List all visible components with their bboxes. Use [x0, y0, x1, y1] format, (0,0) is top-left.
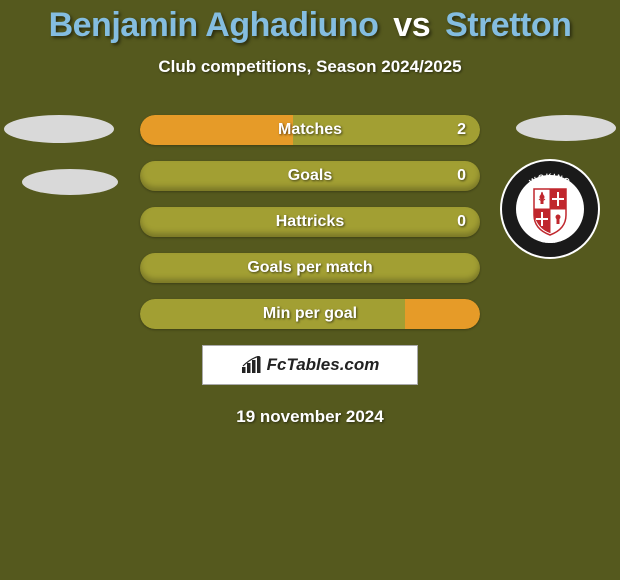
- stat-label: Goals: [288, 167, 332, 185]
- vs-text: vs: [393, 6, 430, 44]
- stat-bar: Matches 2: [140, 115, 480, 145]
- stat-bar: Goals per match: [140, 253, 480, 283]
- stat-value: 0: [457, 167, 466, 185]
- right-ellipse-1: [516, 115, 616, 141]
- stats-area: WOKING: [0, 115, 620, 329]
- bar-segment-right: [405, 299, 480, 329]
- crest-svg: WOKING: [500, 159, 600, 259]
- fctables-logo[interactable]: FcTables.com: [202, 345, 418, 385]
- comparison-title: Benjamin Aghadiuno vs Stretton: [0, 0, 620, 45]
- date-text: 19 november 2024: [0, 407, 620, 427]
- stat-value: 0: [457, 213, 466, 231]
- stat-label: Min per goal: [263, 305, 357, 323]
- stat-label: Hattricks: [276, 213, 344, 231]
- stat-label: Goals per match: [247, 259, 372, 277]
- logo-text: FcTables.com: [267, 355, 380, 375]
- bar-chart-icon: [241, 356, 263, 374]
- left-ellipse-1: [4, 115, 114, 143]
- stat-bar: Min per goal: [140, 299, 480, 329]
- player1-name: Benjamin Aghadiuno: [49, 6, 379, 44]
- stat-bar: Hattricks 0: [140, 207, 480, 237]
- player2-name: Stretton: [445, 6, 571, 44]
- stat-label: Matches: [278, 121, 342, 139]
- subtitle: Club competitions, Season 2024/2025: [0, 57, 620, 77]
- club-crest: WOKING: [500, 159, 600, 259]
- stat-bars: Matches 2 Goals 0 Hattricks 0 Goals per match M…: [140, 115, 480, 329]
- stat-value: 2: [457, 121, 466, 139]
- bar-segment-left: [140, 115, 293, 145]
- stat-bar: Goals 0: [140, 161, 480, 191]
- left-ellipse-2: [22, 169, 118, 195]
